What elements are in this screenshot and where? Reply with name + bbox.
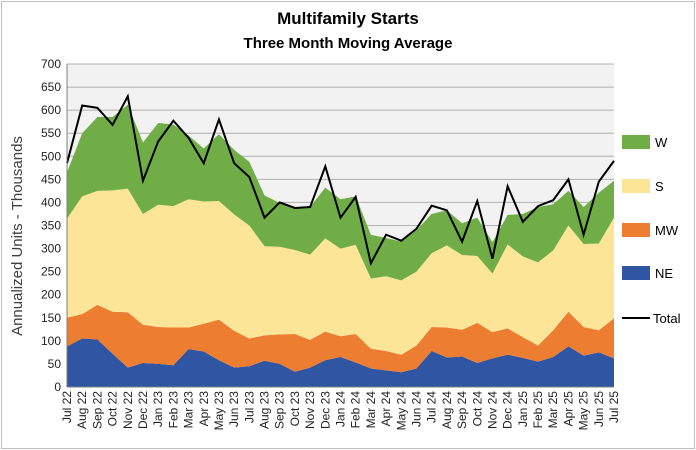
x-tick-4: Nov 22 [121,391,135,429]
y-tick-450: 450 [41,172,61,186]
stacked-areas [67,104,614,387]
x-tick-27: Oct 24 [470,391,484,427]
x-tick-24: Jul 24 [425,391,439,423]
x-tick-5: Dec 22 [136,391,150,429]
x-tick-12: Jul 23 [242,391,256,423]
x-tick-7: Feb 23 [166,391,180,429]
chart-subtitle: Three Month Moving Average [243,35,453,52]
x-tick-26: Sep 24 [455,391,469,429]
y-tick-300: 300 [41,242,61,256]
x-tick-20: Mar 24 [364,391,378,429]
area-s [67,188,614,355]
y-tick-350: 350 [41,219,61,233]
x-tick-9: Apr 23 [197,391,211,427]
x-tick-33: Apr 25 [561,391,575,427]
x-tick-18: Jan 24 [334,391,348,427]
x-tick-25: Aug 24 [440,391,454,429]
legend-swatch-w [622,135,650,149]
area-mw [67,304,614,373]
total-line-group [66,93,615,267]
x-tick-8: Mar 23 [182,391,196,429]
y-tick-700: 700 [41,57,61,71]
y-tick-labels: 0 50 100 150 200 250 300 350 400 450 500 550 600 650 7… [41,57,61,394]
y-tick-200: 200 [41,288,61,302]
legend-swatch-ne [622,266,650,280]
legend-label-s: S [655,179,664,194]
x-tick-2: Sep 22 [90,391,104,429]
x-tick-11: Jun 23 [227,391,241,427]
x-tick-21: Apr 24 [379,391,393,427]
legend: W S MW NE Total [622,135,681,326]
y-tick-650: 650 [41,80,61,94]
x-tick-15: Oct 23 [288,391,302,427]
x-tick-36: Jul 25 [607,391,621,423]
x-tick-32: Mar 25 [546,391,560,429]
legend-label-w: W [655,135,668,150]
x-tick-17: Dec 23 [318,391,332,429]
axes [66,64,614,388]
y-tick-100: 100 [41,334,61,348]
x-tick-3: Oct 22 [106,391,120,427]
legend-swatch-s [622,179,650,193]
x-tick-14: Sep 23 [273,391,287,429]
x-tick-0: Jul 22 [60,391,74,423]
x-tick-6: Jan 23 [151,391,165,427]
y-tick-50: 50 [48,357,62,371]
x-tick-10: May 23 [212,391,226,431]
x-tick-30: Jan 25 [516,391,530,427]
y-tick-600: 600 [41,103,61,117]
x-tick-1: Aug 22 [75,391,89,429]
x-tick-31: Feb 25 [531,391,545,429]
x-tick-35: Jun 25 [592,391,606,427]
chart-title: Multifamily Starts [277,9,419,28]
legend-label-ne: NE [655,266,673,281]
area-ne [67,338,614,387]
x-tick-16: Nov 23 [303,391,317,429]
x-tick-29: Dec 24 [501,391,515,429]
y-tick-550: 550 [41,126,61,140]
total-line [66,93,615,267]
legend-label-mw: MW [655,223,679,238]
x-tick-22: May 24 [394,391,408,431]
legend-label-total: Total [653,311,681,326]
x-tick-23: Jun 24 [409,391,423,427]
x-tick-34: May 25 [577,391,591,431]
y-tick-150: 150 [41,311,61,325]
x-tick-19: Feb 24 [349,391,363,429]
x-tick-labels: Jul 22 Aug 22 Sep 22 Oct 22 Nov 22 Dec 22 Jan … [60,391,621,431]
legend-swatch-mw [622,223,650,237]
y-tick-250: 250 [41,265,61,279]
y-tick-500: 500 [41,149,61,163]
y-axis-label: Annualized Units - Thousands [9,136,26,336]
area-w [67,104,614,281]
x-tick-13: Aug 23 [258,391,272,429]
y-tick-0: 0 [54,380,61,394]
x-tick-28: Nov 24 [485,391,499,429]
y-tick-400: 400 [41,195,61,209]
